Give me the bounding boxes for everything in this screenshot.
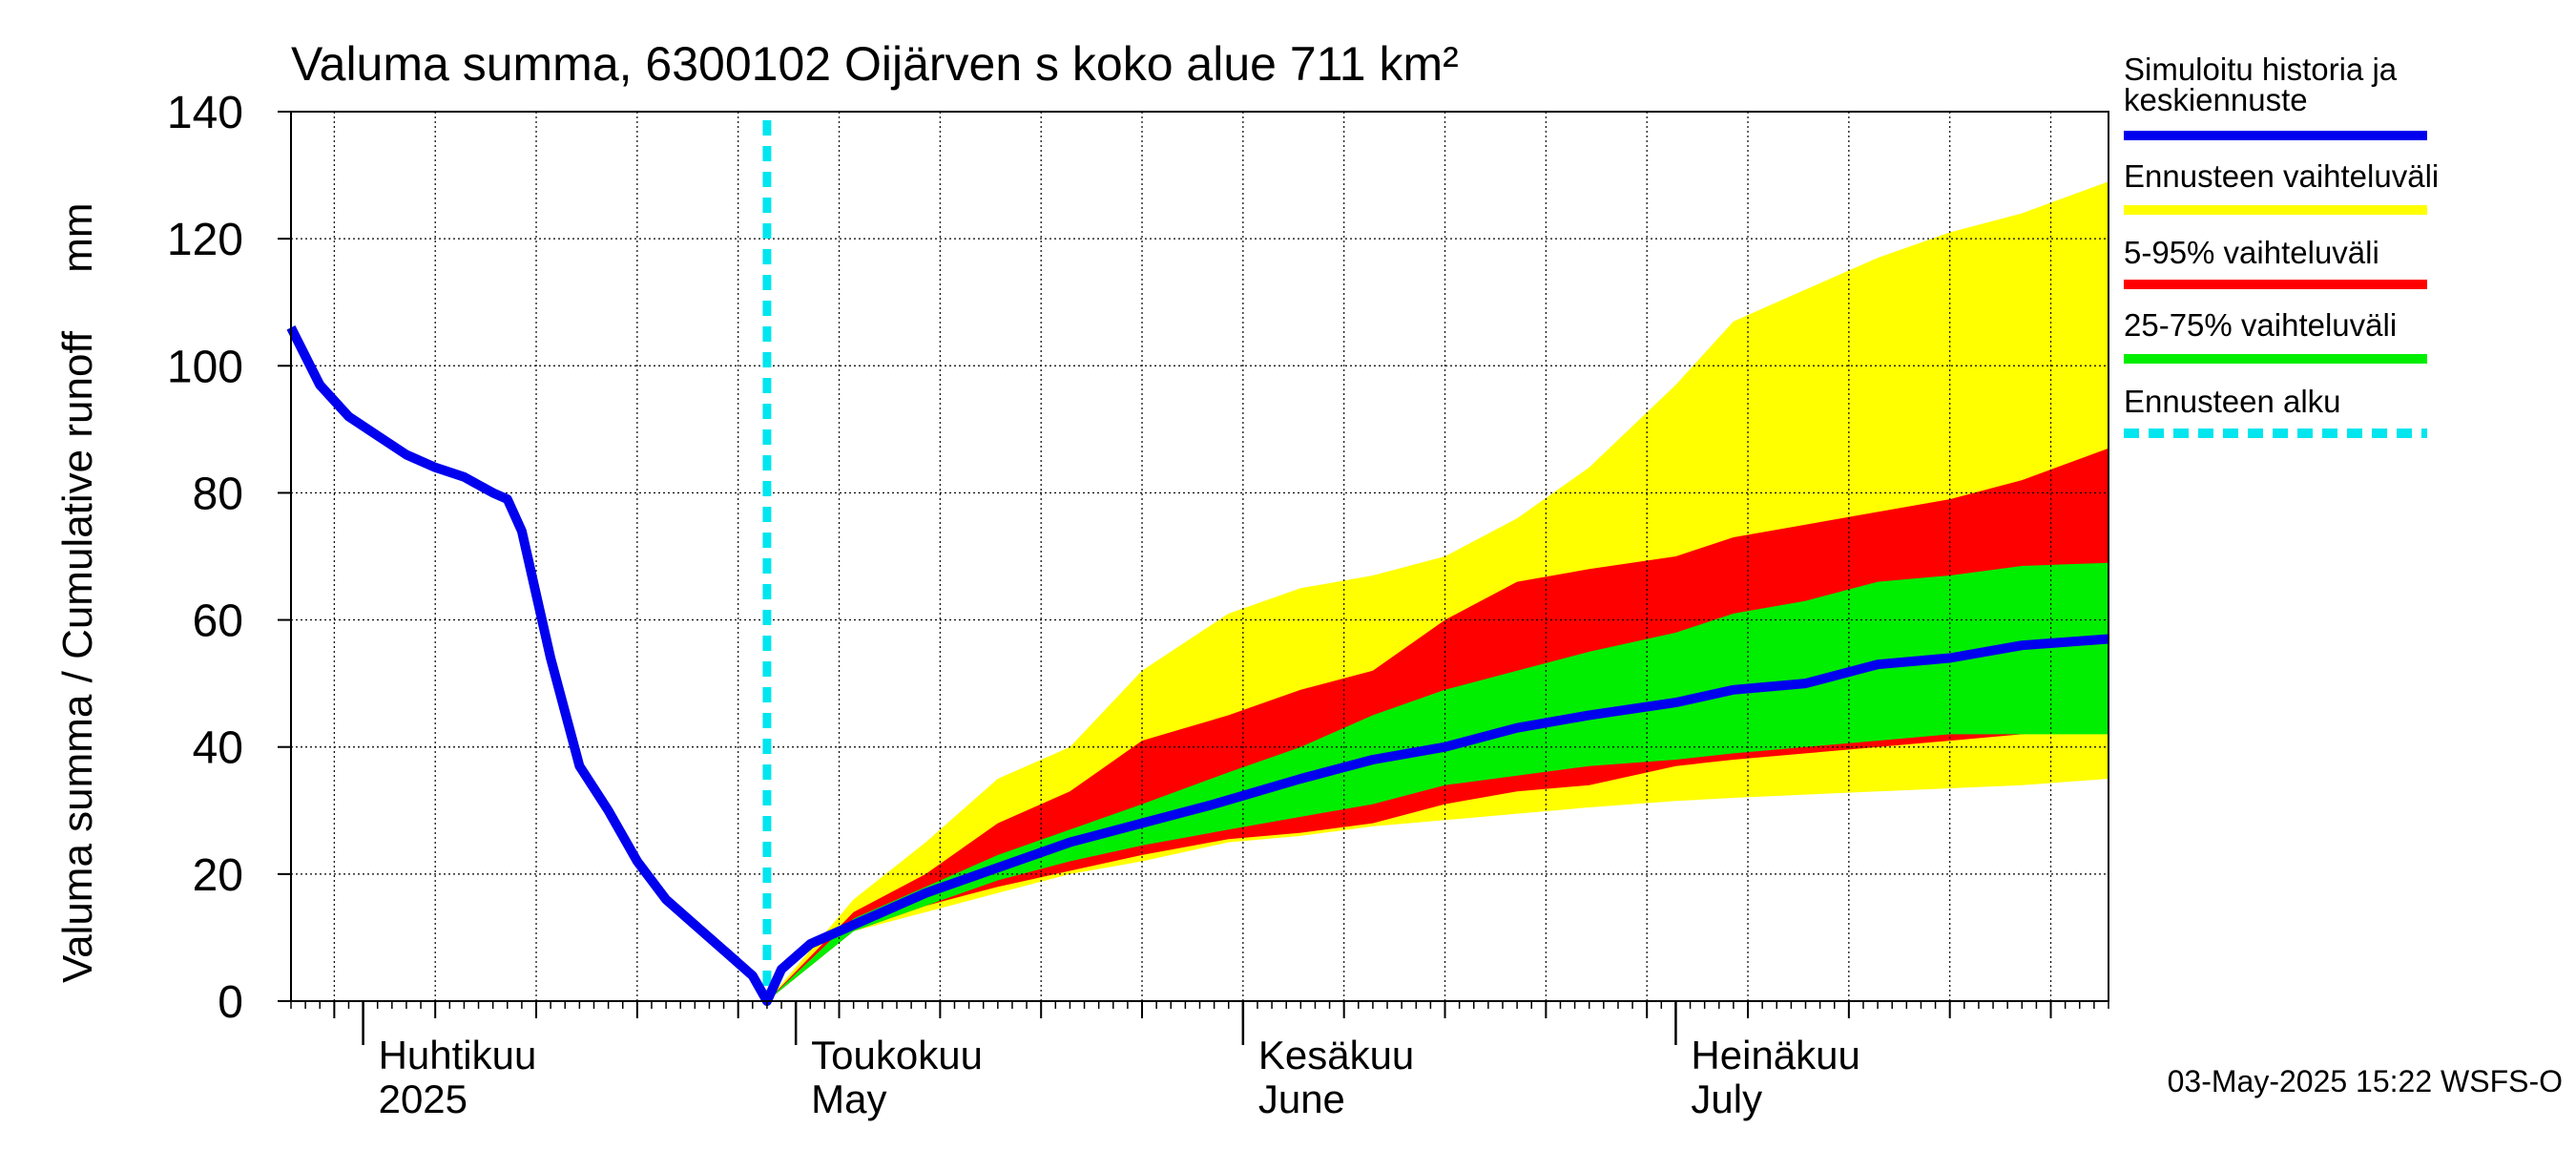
month-label-en: July xyxy=(1691,1077,1762,1121)
legend: Simuloitu historia ja keskiennuste Ennuste… xyxy=(2124,52,2439,438)
y-tick-label: 80 xyxy=(193,469,243,519)
series-lines xyxy=(286,120,2109,1006)
month-label-fi: Toukokuu xyxy=(811,1033,983,1077)
y-axis: 0 20 40 60 80 100 120 140 xyxy=(167,88,291,1028)
legend-label: 25-75% vaihteluväli xyxy=(2124,307,2397,343)
forecast-bands xyxy=(766,181,2109,1001)
x-axis-ticks xyxy=(290,1001,2109,1045)
y-tick-label: 0 xyxy=(218,977,243,1028)
month-label-fi: Heinäkuu xyxy=(1691,1033,1859,1077)
month-label-fi: Kesäkuu xyxy=(1258,1033,1414,1077)
month-label-fi: Huhtikuu xyxy=(379,1033,537,1077)
median-line xyxy=(286,325,2109,1006)
y-axis-label: Valuma summa / Cumulative runoff mm xyxy=(54,202,101,983)
y-tick-label: 120 xyxy=(167,215,243,265)
timestamp-label: 03-May-2025 15:22 WSFS-O xyxy=(2168,1064,2563,1098)
legend-label: Ennusteen alku xyxy=(2124,384,2341,419)
month-label-en: May xyxy=(811,1077,886,1121)
legend-label: 5-95% vaihteluväli xyxy=(2124,235,2379,270)
month-label-en: June xyxy=(1258,1077,1345,1121)
y-tick-label: 40 xyxy=(193,723,243,774)
y-tick-label: 100 xyxy=(167,342,243,392)
legend-label: Simuloitu historia ja keskiennuste xyxy=(2124,52,2398,117)
y-tick-label: 60 xyxy=(193,596,243,647)
band-p25-75 xyxy=(766,562,2109,1001)
legend-label: Ennusteen vaihteluväli xyxy=(2124,158,2439,194)
month-label-en: 2025 xyxy=(379,1077,467,1121)
y-tick-label: 140 xyxy=(167,88,243,138)
chart-title: Valuma summa, 6300102 Oijärven s koko al… xyxy=(291,37,1459,91)
y-tick-label: 20 xyxy=(193,850,243,901)
